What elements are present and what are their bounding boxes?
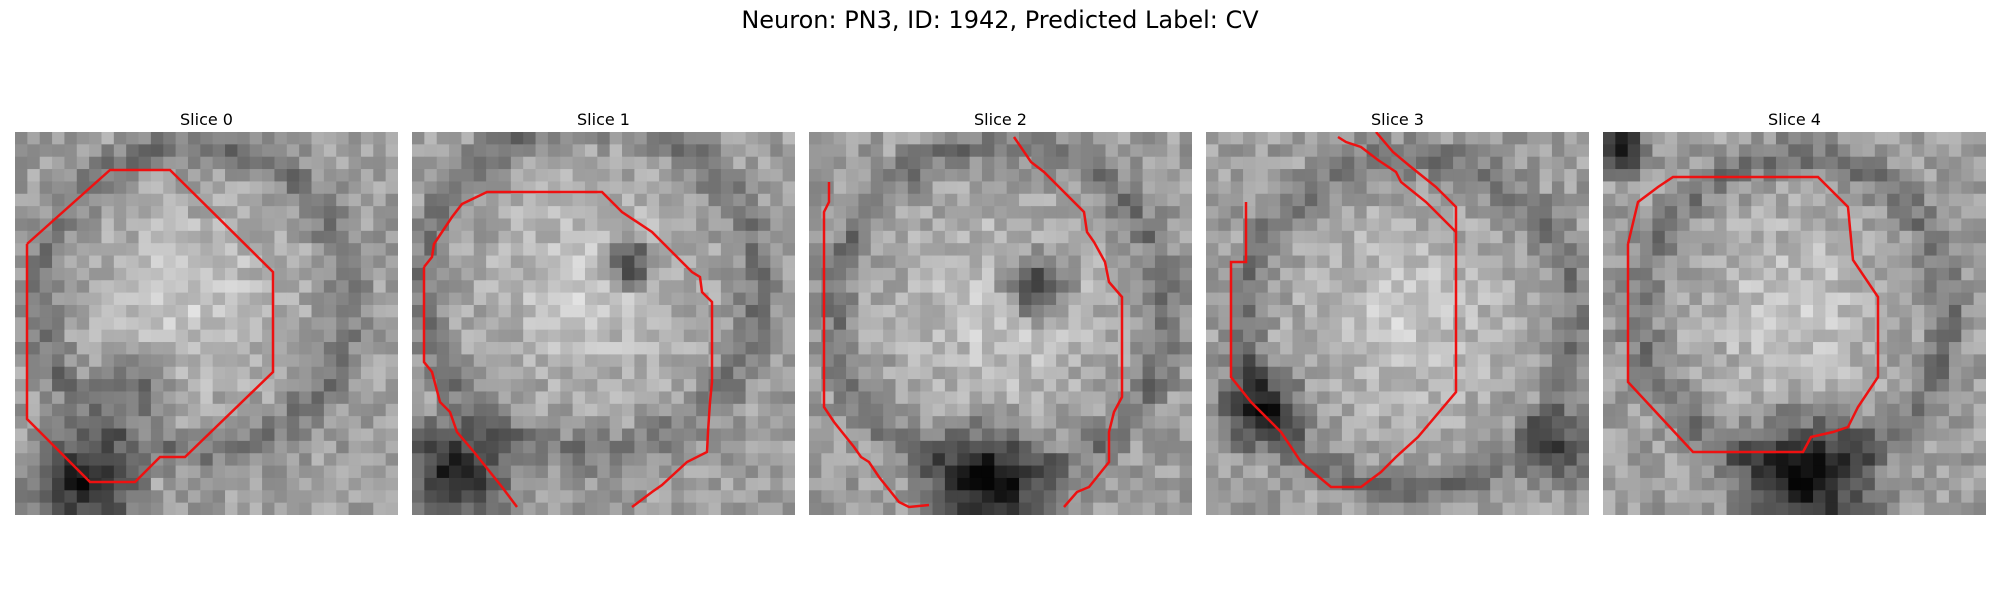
- slice-image: [15, 132, 398, 515]
- segmentation-contour: [25, 168, 275, 484]
- segmentation-contour: [1229, 132, 1458, 489]
- slice-panel-1: Slice 1: [412, 108, 795, 515]
- slice-image: [1206, 132, 1589, 515]
- slice-image: [412, 132, 795, 515]
- figure-title: Neuron: PN3, ID: 1942, Predicted Label: …: [741, 6, 1259, 34]
- segmentation-contour: [422, 267, 518, 508]
- segmentation-contour: [1012, 136, 1124, 508]
- slice-title: Slice 0: [180, 110, 233, 129]
- slice-title: Slice 2: [974, 110, 1027, 129]
- segmentation-contour: [1626, 175, 1880, 454]
- slice-panel-3: Slice 3: [1206, 108, 1589, 515]
- slice-title: Slice 3: [1371, 110, 1424, 129]
- segmentation-contour: [1337, 135, 1457, 233]
- slice-panel-4: Slice 4: [1603, 108, 1986, 515]
- slice-title: Slice 4: [1768, 110, 1821, 129]
- slice-panel-2: Slice 2: [809, 108, 1192, 515]
- slice-panel-0: Slice 0: [15, 108, 398, 515]
- slice-title: Slice 1: [577, 110, 630, 129]
- segmentation-contour: [423, 190, 714, 508]
- slice-image: [1603, 132, 1986, 515]
- slice-image: [809, 132, 1192, 515]
- segmentation-contour: [822, 182, 930, 509]
